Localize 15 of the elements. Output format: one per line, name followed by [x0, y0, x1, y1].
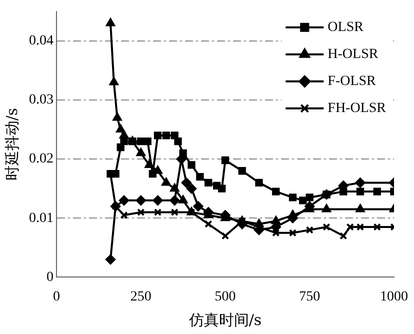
y-tick-label: 0.03	[29, 92, 54, 108]
y-axis-title: 时延抖动/s	[2, 108, 21, 181]
y-tick-label: 0.02	[29, 152, 54, 167]
y-tick-label: 0.04	[29, 34, 54, 49]
y-tick-label: 0.01	[29, 210, 54, 226]
legend-label: F-OLSR	[328, 74, 377, 90]
x-tick-label: 250	[130, 289, 152, 304]
x-tick-label: 750	[299, 289, 320, 304]
legend-label: OLSR	[328, 20, 364, 36]
legend-label: H-OLSR	[328, 47, 379, 62]
y-tick-label: 0	[46, 270, 54, 285]
x-axis-title: 仿真时间/s	[188, 310, 262, 329]
legend-label: FH-OLSR	[328, 101, 387, 116]
x-tick-label: 500	[214, 289, 236, 304]
x-tick-label: 1000	[380, 289, 408, 304]
